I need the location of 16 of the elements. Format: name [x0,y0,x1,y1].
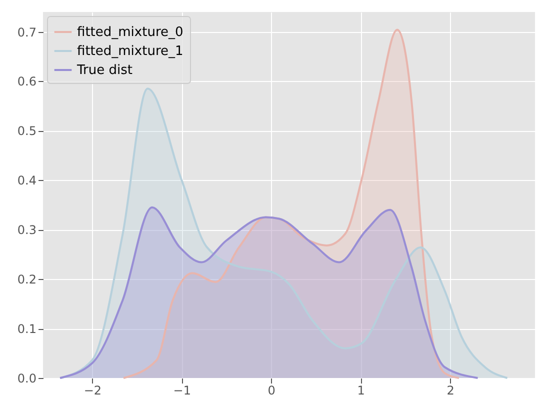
y-tick-label: 0.6 [17,74,36,89]
x-tick-label: −1 [173,384,192,398]
y-tick-label: 0.1 [17,322,36,336]
y-tick-label: 0.3 [17,223,36,238]
y-tick-label: 0.5 [17,124,36,138]
legend-label: fitted_mixture_0 [77,25,184,40]
x-tick-label: 0 [268,384,276,398]
y-tick-label: 0.0 [17,372,36,386]
x-tick-label: 1 [357,384,365,398]
y-tick-label: 0.7 [17,25,36,40]
x-tick-label: −2 [84,384,102,398]
y-tick-label: 0.2 [17,272,36,287]
legend-label: True dist [76,63,132,78]
legend-label: fitted_mixture_1 [77,44,184,59]
x-tick-label: 2 [446,384,454,398]
y-tick-label: 0.4 [17,174,36,188]
